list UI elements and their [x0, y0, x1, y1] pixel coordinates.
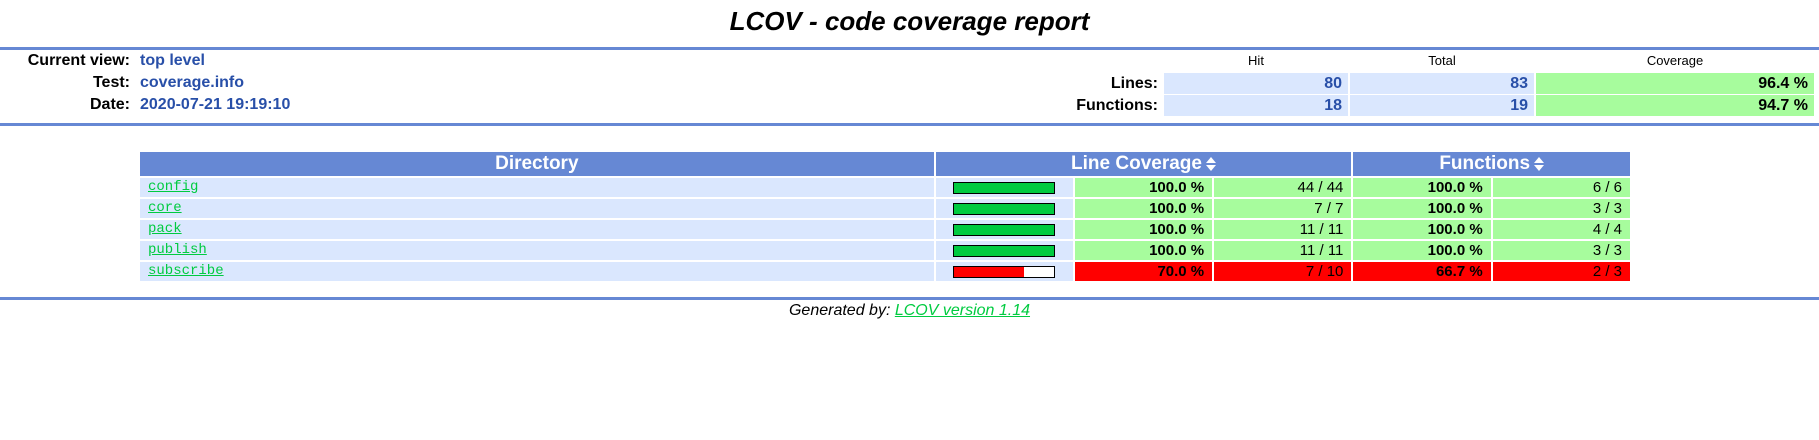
- directory-cell: subscribe: [140, 262, 934, 281]
- summary-total-header: Total: [1428, 53, 1456, 68]
- line-coverage-percent: 70.0 %: [1074, 262, 1213, 281]
- directory-link[interactable]: config: [148, 179, 199, 195]
- function-coverage-ratio: 4 / 4: [1492, 220, 1630, 239]
- current-view-value: top level: [140, 52, 205, 69]
- lcov-version-link[interactable]: LCOV version 1.14: [894, 302, 1031, 319]
- coverage-bar: [953, 245, 1056, 258]
- coverage-bar-cell: [935, 241, 1073, 260]
- coverage-bar: [953, 203, 1056, 216]
- directory-link[interactable]: core: [148, 200, 182, 216]
- current-view-label: Current view:: [27, 52, 130, 69]
- top-ruler: [0, 47, 1819, 50]
- summary-functions-coverage: 94.7 %: [1536, 95, 1814, 116]
- date-label: Date:: [89, 96, 130, 113]
- directory-link[interactable]: publish: [148, 242, 207, 258]
- summary-lines-hit: 80: [1164, 73, 1348, 94]
- function-coverage-percent: 100.0 %: [1353, 220, 1491, 239]
- test-value: coverage.info: [140, 74, 245, 91]
- function-coverage-percent: 100.0 %: [1353, 199, 1491, 218]
- summary-lines-label: Lines:: [1110, 75, 1158, 92]
- table-row: publish 100.0 % 11 / 11 100.0 % 3 / 3: [140, 241, 1630, 260]
- test-label: Test:: [92, 74, 130, 91]
- directory-cell: config: [140, 178, 934, 197]
- coverage-bar: [953, 266, 1056, 279]
- mid-ruler: [0, 123, 1819, 126]
- function-coverage-ratio: 3 / 3: [1492, 199, 1630, 218]
- line-coverage-percent: 100.0 %: [1074, 241, 1213, 260]
- sort-icon[interactable]: [1534, 156, 1545, 171]
- function-coverage-percent: 66.7 %: [1353, 262, 1491, 281]
- coverage-bar-fill: [954, 246, 1055, 257]
- coverage-bar-fill: [954, 225, 1055, 236]
- line-coverage-ratio: 7 / 7: [1214, 199, 1352, 218]
- coverage-bar-cell: [935, 220, 1073, 239]
- coverage-bar-cell: [935, 262, 1073, 281]
- table-row: subscribe 70.0 % 7 / 10 66.7 % 2 / 3: [140, 262, 1630, 281]
- coverage-bar-cell: [935, 178, 1073, 197]
- line-coverage-ratio: 7 / 10: [1214, 262, 1352, 281]
- summary-hit-header: Hit: [1248, 53, 1264, 68]
- directory-header: Directory: [140, 152, 934, 176]
- bottom-ruler: [0, 297, 1819, 300]
- summary-lines-coverage: 96.4 %: [1536, 73, 1814, 94]
- summary-lines-total: 83: [1350, 73, 1534, 94]
- function-coverage-ratio: 6 / 6: [1492, 178, 1630, 197]
- line-coverage-percent: 100.0 %: [1074, 220, 1213, 239]
- coverage-table: Directory Line Coverage Functions config…: [138, 150, 1632, 283]
- directory-link[interactable]: subscribe: [148, 263, 224, 279]
- function-coverage-ratio: 2 / 3: [1492, 262, 1630, 281]
- footer: Generated by: LCOV version 1.14: [0, 302, 1819, 320]
- directory-cell: core: [140, 199, 934, 218]
- line-coverage-ratio: 44 / 44: [1214, 178, 1352, 197]
- directory-link[interactable]: pack: [148, 221, 182, 237]
- coverage-bar-fill: [954, 183, 1055, 194]
- coverage-bar-cell: [935, 199, 1073, 218]
- coverage-bar: [953, 182, 1056, 195]
- footer-prefix: Generated by:: [788, 302, 895, 319]
- line-coverage-percent: 100.0 %: [1074, 178, 1213, 197]
- sort-icon[interactable]: [1205, 156, 1216, 171]
- header-info: Current view: top level Test: coverage.i…: [0, 51, 291, 115]
- directory-cell: pack: [140, 220, 934, 239]
- functions-header[interactable]: Functions: [1353, 152, 1630, 176]
- line-coverage-ratio: 11 / 11: [1214, 241, 1352, 260]
- line-coverage-percent: 100.0 %: [1074, 199, 1213, 218]
- coverage-bar-fill: [954, 267, 1025, 278]
- function-coverage-percent: 100.0 %: [1353, 241, 1491, 260]
- coverage-bar: [953, 224, 1056, 237]
- table-row: config 100.0 % 44 / 44 100.0 % 6 / 6: [140, 178, 1630, 197]
- summary-functions-hit: 18: [1164, 95, 1348, 116]
- page-title: LCOV - code coverage report: [729, 6, 1090, 36]
- table-row: pack 100.0 % 11 / 11 100.0 % 4 / 4: [140, 220, 1630, 239]
- summary-functions-total: 19: [1350, 95, 1534, 116]
- table-row: core 100.0 % 7 / 7 100.0 % 3 / 3: [140, 199, 1630, 218]
- directory-cell: publish: [140, 241, 934, 260]
- line-coverage-ratio: 11 / 11: [1214, 220, 1352, 239]
- function-coverage-ratio: 3 / 3: [1492, 241, 1630, 260]
- coverage-bar-fill: [954, 204, 1055, 215]
- date-value: 2020-07-21 19:19:10: [140, 96, 291, 113]
- line-coverage-header[interactable]: Line Coverage: [935, 152, 1352, 176]
- function-coverage-percent: 100.0 %: [1353, 178, 1491, 197]
- summary-coverage-header: Coverage: [1646, 53, 1704, 68]
- summary-functions-label: Functions:: [1076, 97, 1158, 114]
